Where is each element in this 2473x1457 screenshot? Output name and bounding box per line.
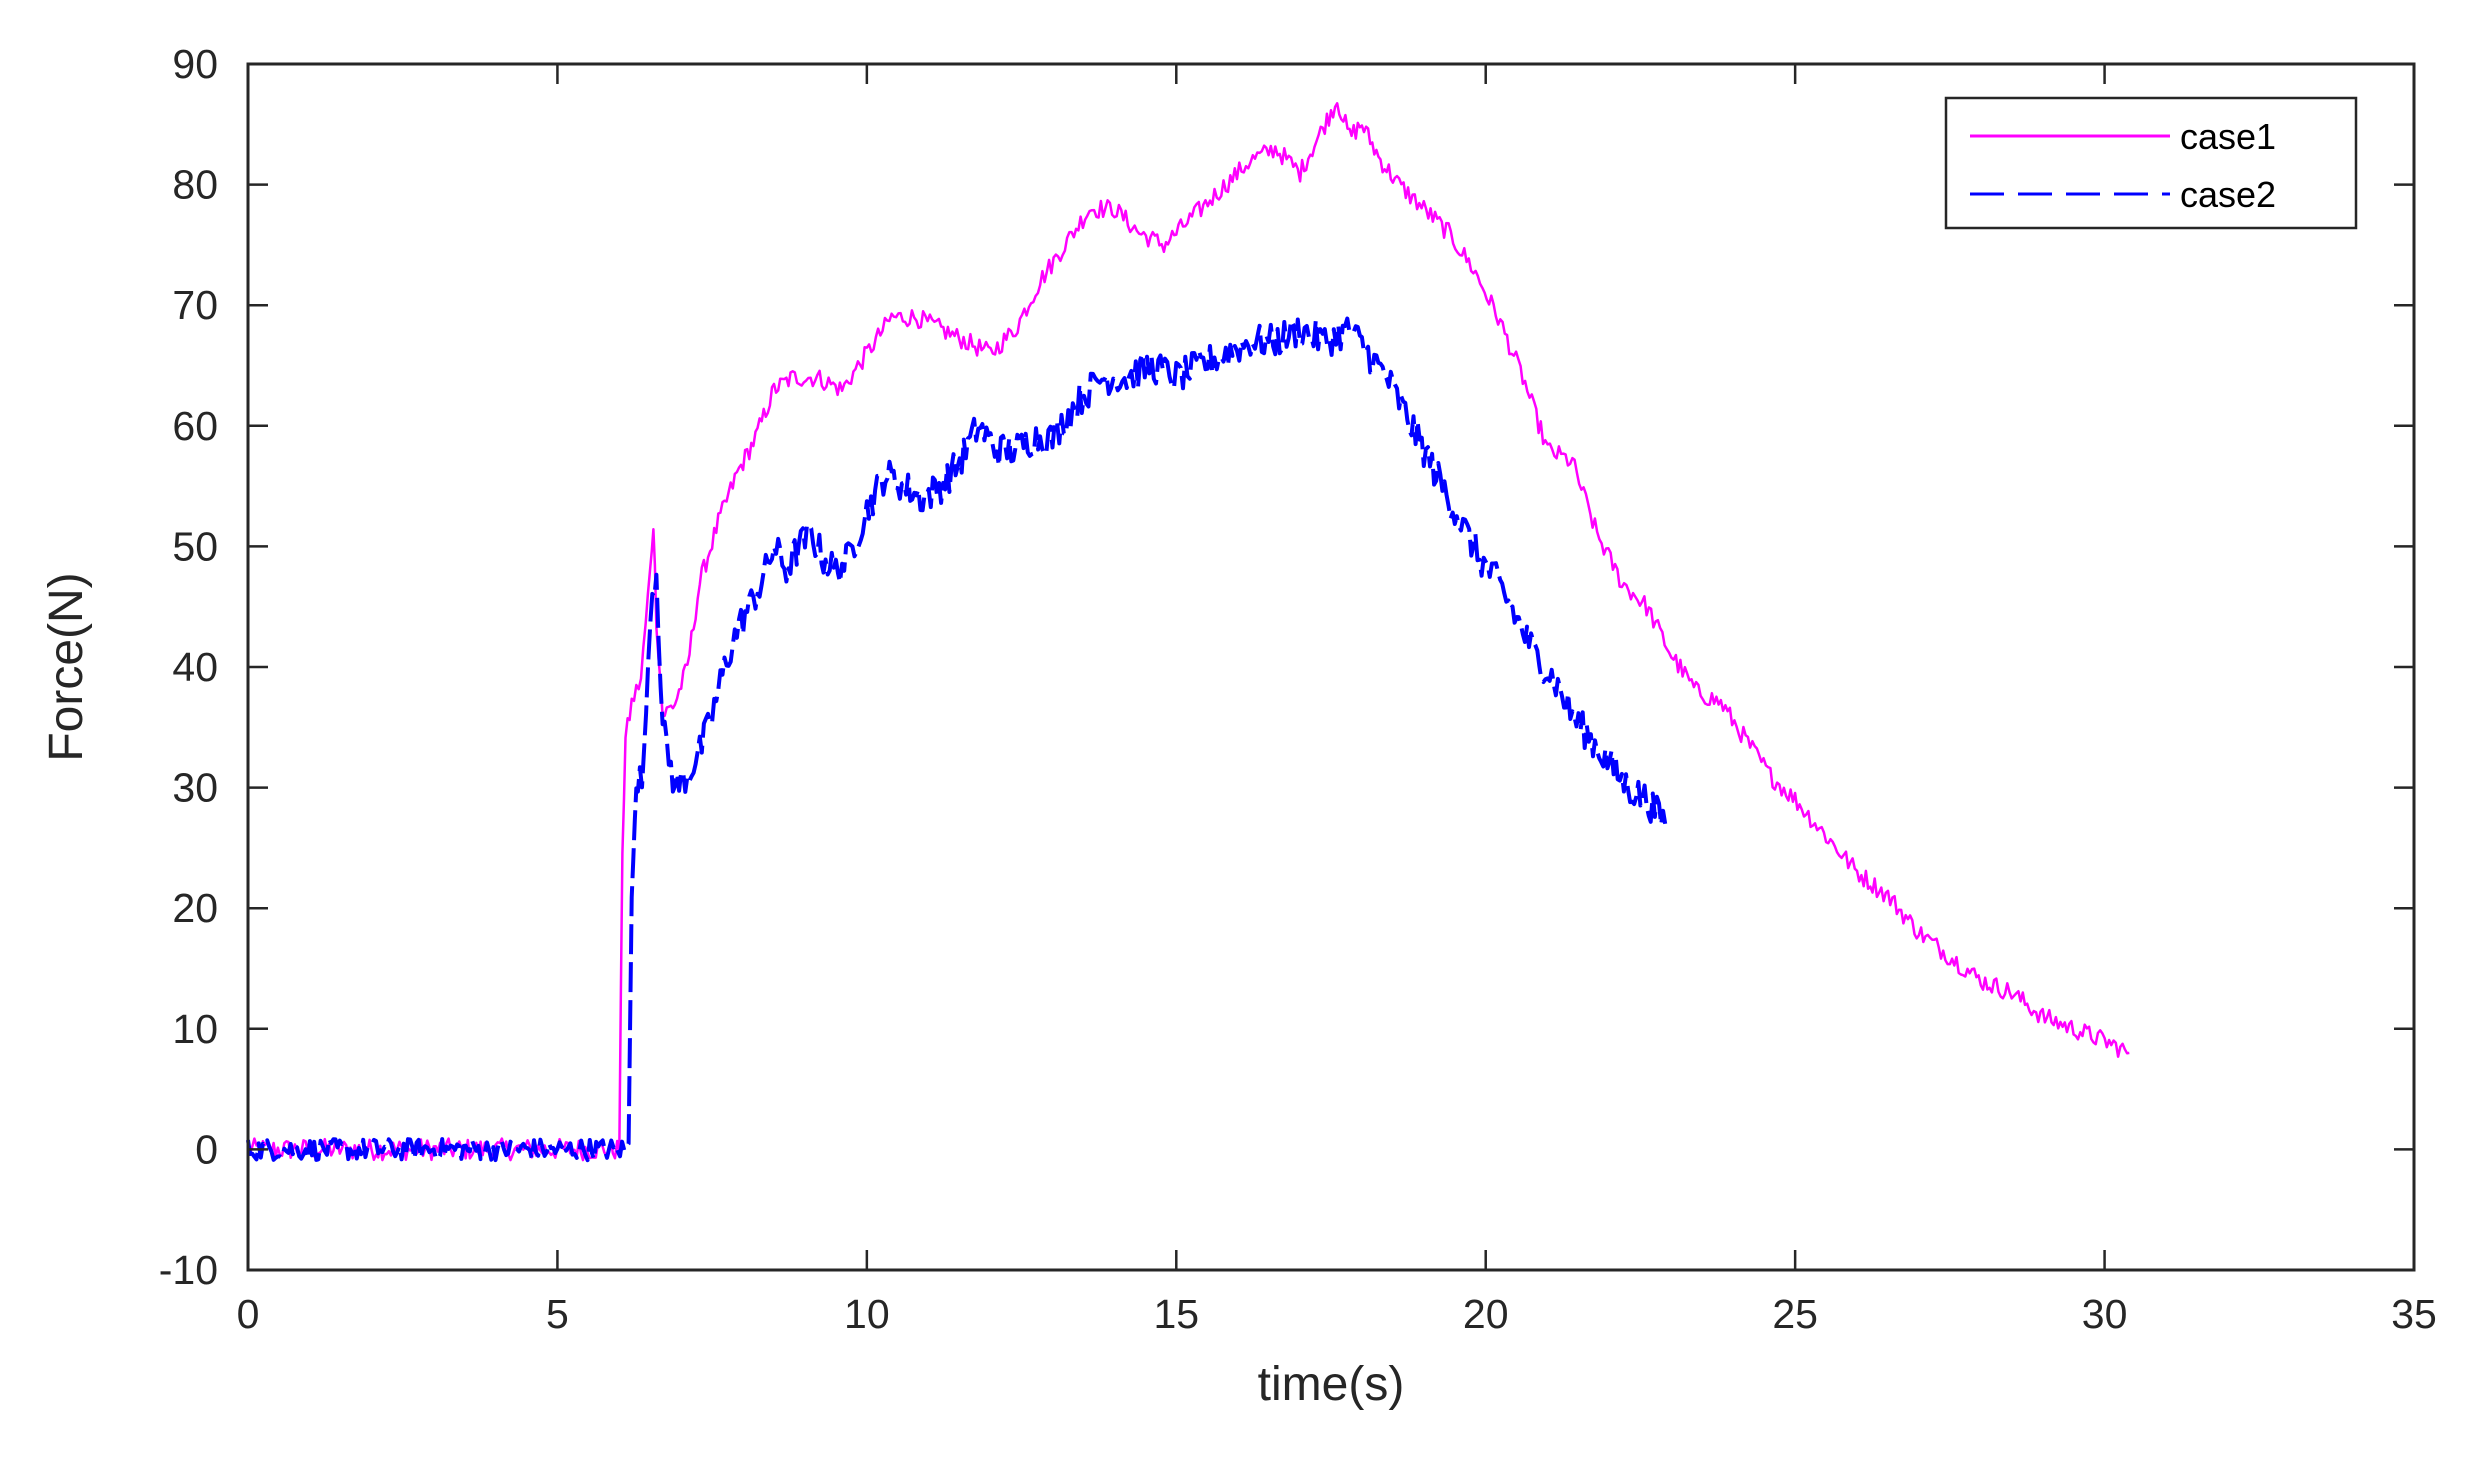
y-tick-label: -10 (159, 1247, 218, 1293)
x-tick-label: 30 (2082, 1291, 2128, 1337)
x-tick-label: 0 (237, 1291, 260, 1337)
x-tick-label: 5 (546, 1291, 569, 1337)
x-tick-label: 15 (1153, 1291, 1199, 1337)
x-tick-label: 10 (844, 1291, 890, 1337)
series-line-case2 (246, 316, 1668, 1163)
x-axis-title: time(s) (1258, 1358, 1405, 1411)
series-line-case1 (246, 102, 2130, 1162)
y-axis: -10 0 10 20 30 40 50 60 70 80 90 (159, 41, 2414, 1293)
y-tick-label: 20 (172, 885, 218, 931)
y-tick-label: 0 (195, 1126, 218, 1172)
y-tick-label: 90 (172, 41, 218, 87)
y-tick-label: 60 (172, 403, 218, 449)
legend: case1 case2 (1944, 96, 2358, 230)
y-tick-label: 10 (172, 1006, 218, 1052)
x-tick-label: 35 (2391, 1291, 2437, 1337)
y-tick-label: 50 (172, 523, 218, 569)
x-tick-label: 20 (1463, 1291, 1509, 1337)
x-tick-label: 25 (1772, 1291, 1818, 1337)
y-tick-label: 80 (172, 162, 218, 208)
legend-box (1944, 96, 2358, 230)
legend-label-case1: case1 (2180, 116, 2276, 157)
y-tick-label: 30 (172, 765, 218, 811)
plot-background (248, 64, 2414, 1270)
legend-label-case2: case2 (2180, 174, 2276, 215)
y-tick-label: 40 (172, 644, 218, 690)
x-axis: 0 5 10 15 20 25 30 35 (237, 64, 2437, 1337)
series-layer (246, 102, 2130, 1163)
y-axis-title: Force(N) (40, 572, 93, 761)
y-tick-label: 70 (172, 282, 218, 328)
